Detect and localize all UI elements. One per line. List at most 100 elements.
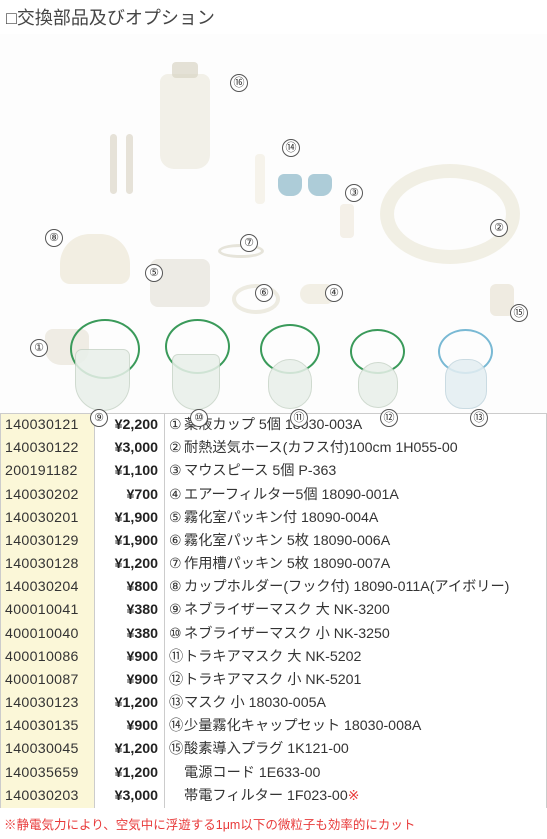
table-row: 140030129¥1,900⑥霧化室パッキン 5枚 18090-006A [1,530,547,553]
callout-⑫: ⑫ [380,409,398,427]
table-row: 400010041¥380⑨ネブライザーマスク 大 NK-3200 [1,599,547,622]
callout-③: ③ [345,184,363,202]
price: ¥3,000 [95,437,165,460]
item-number-icon: ⑬ [169,694,184,713]
callout-⑬: ⑬ [470,409,488,427]
item-number-icon: ③ [169,462,184,481]
item-number-icon: ④ [169,486,184,505]
price: ¥900 [95,646,165,669]
price: ¥800 [95,576,165,599]
callout-⑦: ⑦ [240,234,258,252]
product-code: 140030201 [1,507,95,530]
description: ④エアーフィルター5個 18090-001A [165,484,547,507]
item-number-icon: ⑮ [169,740,184,759]
price: ¥1,900 [95,530,165,553]
table-row: 140030135¥900⑭少量霧化キャップセット 18030-008A [1,715,547,738]
description: ⑧カップホルダー(フック付) 18090-011A(アイボリー) [165,576,547,599]
description: ⑭少量霧化キャップセット 18030-008A [165,715,547,738]
description: ⑮酸素導入プラグ 1K121-00 [165,738,547,761]
product-code: 140030045 [1,738,95,761]
description-text: 耐熱送気ホース(カフス付)100cm 1H055-00 [184,440,458,456]
callout-⑪: ⑪ [290,409,308,427]
description: ⑨ネブライザーマスク 大 NK-3200 [165,599,547,622]
price: ¥380 [95,599,165,622]
price: ¥1,200 [95,738,165,761]
product-code: 140030123 [1,692,95,715]
description-text: ネブライザーマスク 小 NK-3250 [184,626,390,642]
item-number-icon: ⑭ [169,717,184,736]
description: ②耐熱送気ホース(カフス付)100cm 1H055-00 [165,437,547,460]
description: 電源コード 1E633-00 [165,762,547,785]
table-row: 140030045¥1,200⑮酸素導入プラグ 1K121-00 [1,738,547,761]
price: ¥380 [95,623,165,646]
price: ¥700 [95,484,165,507]
table-row: 400010087¥900⑫トラキアマスク 小 NK-5201 [1,669,547,692]
table-row: 140030203¥3,000帯電フィルター 1F023-00※ [1,785,547,808]
product-code: 400010040 [1,623,95,646]
table-row: 400010040¥380⑩ネブライザーマスク 小 NK-3250 [1,623,547,646]
description-text: トラキアマスク 大 NK-5202 [184,649,361,665]
product-code: 140030128 [1,553,95,576]
item-number-icon: ⑨ [169,601,184,620]
item-number-icon: ⑫ [169,671,184,690]
callout-④: ④ [325,284,343,302]
item-number-icon: ① [169,416,184,435]
price: ¥900 [95,669,165,692]
callout-⑮: ⑮ [510,304,528,322]
section-title: □交換部品及びオプション [0,0,547,34]
description-text: カップホルダー(フック付) 18090-011A(アイボリー) [184,579,509,595]
price: ¥1,200 [95,553,165,576]
description: ⑬マスク 小 18030-005A [165,692,547,715]
description-text: 作用槽パッキン 5枚 18090-007A [184,556,390,572]
table-row: 400010086¥900⑪トラキアマスク 大 NK-5202 [1,646,547,669]
price: ¥3,000 [95,785,165,808]
price: ¥900 [95,715,165,738]
callout-⑭: ⑭ [282,139,300,157]
description-text: 薬液カップ 5個 18030-003A [184,417,362,433]
item-number-icon: ⑥ [169,532,184,551]
description-text: マウスピース 5個 P-363 [184,463,336,479]
description-text: ネブライザーマスク 大 NK-3200 [184,602,390,618]
callout-⑤: ⑤ [145,264,163,282]
product-code: 400010041 [1,599,95,622]
product-code: 140030203 [1,785,95,808]
description: ①薬液カップ 5個 18030-003A [165,414,547,437]
item-number-icon: ⑩ [169,625,184,644]
table-row: 140030201¥1,900⑤霧化室パッキン付 18090-004A [1,507,547,530]
callout-⑥: ⑥ [255,284,273,302]
description-text: 帯電フィルター 1F023-00 [184,788,348,804]
callout-⑯: ⑯ [230,74,248,92]
table-row: 140035659¥1,200電源コード 1E633-00 [1,762,547,785]
item-number-icon: ② [169,439,184,458]
table-row: 200191182¥1,100③マウスピース 5個 P-363 [1,460,547,483]
description-text: 霧化室パッキン付 18090-004A [184,510,378,526]
price: ¥1,100 [95,460,165,483]
price: ¥1,900 [95,507,165,530]
description-text: トラキアマスク 小 NK-5201 [184,672,361,688]
callout-⑧: ⑧ [45,229,63,247]
callout-⑩: ⑩ [190,409,208,427]
table-row: 140030122¥3,000②耐熱送気ホース(カフス付)100cm 1H055… [1,437,547,460]
parts-table: 140030121¥2,200①薬液カップ 5個 18030-003A14003… [0,414,547,808]
parts-diagram: ⑯⑭③②⑧⑦⑤⑥④①⑮⑨⑩⑪⑫⑬ [0,34,547,414]
product-code: 140030135 [1,715,95,738]
description: ⑪トラキアマスク 大 NK-5202 [165,646,547,669]
product-code: 140030121 [1,414,95,437]
description: ⑦作用槽パッキン 5枚 18090-007A [165,553,547,576]
description-text: エアーフィルター5個 18090-001A [184,487,399,503]
note-marker-icon: ※ [348,788,360,804]
item-number-icon: ⑧ [169,578,184,597]
product-code: 140035659 [1,762,95,785]
price: ¥1,200 [95,762,165,785]
description: ⑩ネブライザーマスク 小 NK-3250 [165,623,547,646]
table-row: 140030204¥800⑧カップホルダー(フック付) 18090-011A(ア… [1,576,547,599]
description-text: マスク 小 18030-005A [184,695,326,711]
callout-①: ① [30,339,48,357]
product-code: 140030204 [1,576,95,599]
table-row: 140030123¥1,200⑬マスク 小 18030-005A [1,692,547,715]
description-text: 霧化室パッキン 5枚 18090-006A [184,533,390,549]
description-text: 少量霧化キャップセット 18030-008A [184,718,421,734]
item-number-icon: ⑦ [169,555,184,574]
footnote: ※静電気力により、空気中に浮遊する1μm以下の微粒子も効率的にカット [0,808,547,839]
description: 帯電フィルター 1F023-00※ [165,785,547,808]
